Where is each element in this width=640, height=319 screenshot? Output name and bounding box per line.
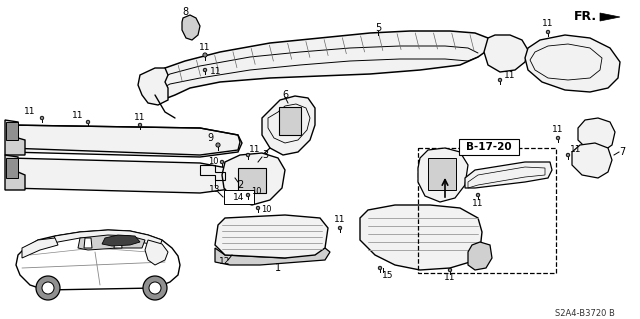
Polygon shape [468, 242, 492, 270]
Text: 1: 1 [275, 263, 281, 273]
Bar [418, 148, 556, 273]
Bar [6, 158, 18, 178]
Polygon shape [5, 120, 25, 155]
FancyBboxPatch shape [459, 139, 519, 155]
Polygon shape [114, 238, 122, 248]
Polygon shape [465, 162, 552, 188]
Polygon shape [600, 13, 620, 21]
Polygon shape [8, 125, 242, 157]
Text: 5: 5 [375, 23, 381, 33]
Circle shape [220, 160, 224, 164]
Polygon shape [418, 148, 468, 202]
Text: 13: 13 [209, 186, 221, 195]
Circle shape [203, 53, 207, 57]
Circle shape [556, 136, 560, 140]
Text: 11: 11 [211, 68, 221, 77]
Bar [238, 168, 266, 193]
Text: 10: 10 [251, 188, 261, 197]
Polygon shape [84, 238, 92, 248]
Polygon shape [22, 238, 58, 258]
Text: FR.: FR. [574, 11, 597, 24]
Polygon shape [138, 68, 168, 105]
Text: 11: 11 [570, 145, 582, 153]
Text: 10: 10 [260, 205, 271, 214]
Polygon shape [145, 240, 168, 265]
Text: 11: 11 [199, 43, 211, 53]
Bar [279, 107, 301, 135]
Text: 11: 11 [542, 19, 554, 28]
Polygon shape [484, 35, 528, 72]
Text: 11: 11 [334, 216, 346, 225]
Polygon shape [578, 118, 615, 152]
Text: 11: 11 [472, 198, 484, 207]
Polygon shape [102, 235, 140, 246]
Polygon shape [360, 205, 482, 270]
Text: 6: 6 [282, 90, 288, 100]
Polygon shape [182, 15, 200, 40]
Text: 9: 9 [207, 133, 213, 143]
Circle shape [246, 153, 250, 157]
Circle shape [499, 78, 502, 82]
Polygon shape [145, 31, 490, 100]
Text: 11: 11 [249, 145, 260, 154]
Polygon shape [8, 158, 242, 193]
Text: 15: 15 [382, 271, 394, 280]
Polygon shape [78, 235, 145, 250]
Text: 7: 7 [619, 147, 625, 157]
Polygon shape [215, 248, 330, 265]
Polygon shape [262, 96, 315, 155]
Circle shape [339, 226, 342, 230]
Text: 12: 12 [220, 257, 230, 266]
Polygon shape [222, 153, 285, 205]
Polygon shape [5, 155, 25, 190]
Text: 14: 14 [234, 192, 244, 202]
Bar [428, 158, 456, 190]
Text: 11: 11 [24, 108, 36, 116]
Circle shape [42, 282, 54, 294]
Text: 3: 3 [262, 150, 268, 160]
Text: 11: 11 [444, 273, 456, 283]
Circle shape [256, 206, 260, 210]
Bar [6, 122, 18, 140]
Text: 11: 11 [72, 112, 84, 121]
Text: 2: 2 [237, 180, 243, 190]
Circle shape [448, 268, 452, 272]
Circle shape [143, 276, 167, 300]
Circle shape [216, 143, 220, 147]
Circle shape [138, 123, 141, 127]
Polygon shape [572, 143, 612, 178]
Circle shape [40, 116, 44, 120]
Circle shape [149, 282, 161, 294]
Text: B-17-20: B-17-20 [466, 142, 512, 152]
Circle shape [36, 276, 60, 300]
FancyBboxPatch shape [224, 190, 254, 204]
Text: 10: 10 [208, 158, 218, 167]
Circle shape [86, 120, 90, 124]
Circle shape [204, 68, 207, 72]
Circle shape [378, 266, 381, 270]
Polygon shape [52, 230, 162, 246]
Circle shape [476, 193, 480, 197]
Circle shape [246, 193, 250, 197]
Circle shape [566, 153, 570, 157]
Polygon shape [16, 230, 180, 290]
Polygon shape [215, 215, 328, 258]
Text: 11: 11 [134, 114, 146, 122]
Polygon shape [525, 35, 620, 92]
Text: 8: 8 [182, 7, 188, 17]
Text: 11: 11 [552, 125, 564, 135]
Text: 11: 11 [504, 71, 516, 80]
Text: S2A4-B3720 B: S2A4-B3720 B [555, 308, 615, 317]
Circle shape [547, 30, 550, 34]
